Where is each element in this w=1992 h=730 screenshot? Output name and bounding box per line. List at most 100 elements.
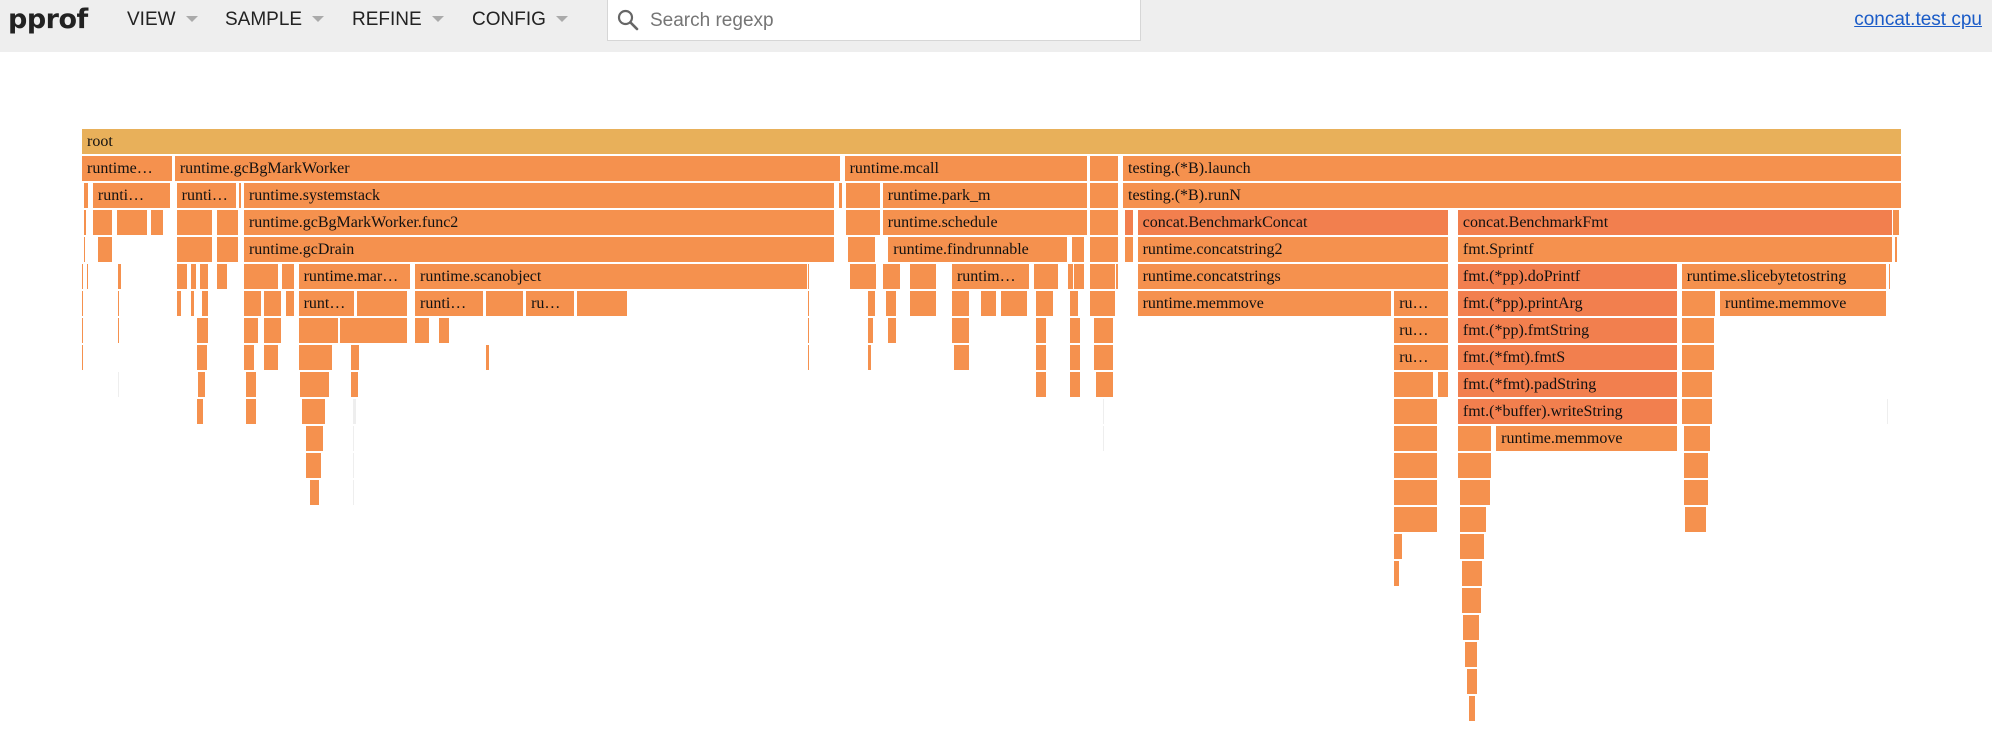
flame-frame[interactable] bbox=[116, 210, 148, 236]
flame-frame[interactable] bbox=[340, 318, 408, 344]
flame-frame-small[interactable] bbox=[1394, 534, 1404, 560]
flame-frame-small[interactable] bbox=[1459, 534, 1486, 560]
flame-frame[interactable]: concat.BenchmarkConcat bbox=[1137, 210, 1449, 236]
flame-frame[interactable]: runti… bbox=[92, 183, 172, 209]
flame-frame-small[interactable] bbox=[83, 237, 86, 263]
flame-frame-small[interactable] bbox=[808, 291, 810, 317]
profile-link[interactable]: concat.test cpu bbox=[1854, 9, 1982, 30]
flame-frame[interactable]: runtime.scanobject bbox=[415, 264, 809, 290]
flame-frame[interactable] bbox=[1090, 183, 1120, 209]
flame-frame-small[interactable] bbox=[1681, 399, 1713, 425]
flame-frame[interactable] bbox=[1457, 453, 1493, 479]
flame-frame[interactable] bbox=[415, 318, 430, 344]
flame-frame-small[interactable] bbox=[910, 291, 938, 317]
flame-frame[interactable]: runtime.gcBgMarkWorker bbox=[174, 156, 841, 182]
flame-frame-small[interactable] bbox=[1095, 372, 1114, 398]
flame-frame[interactable]: fmt.(*fmt).padString bbox=[1457, 372, 1679, 398]
flame-frame[interactable]: fmt.(*pp).fmtString bbox=[1457, 318, 1679, 344]
flame-frame-small[interactable] bbox=[486, 345, 490, 371]
flame-frame-small[interactable] bbox=[353, 453, 355, 479]
flame-frame-small[interactable] bbox=[438, 318, 450, 344]
flame-frame-small[interactable] bbox=[1681, 372, 1713, 398]
flame-frame-small[interactable] bbox=[264, 318, 283, 344]
flame-frame[interactable] bbox=[1681, 291, 1717, 317]
flame-frame-small[interactable] bbox=[1681, 345, 1715, 371]
flame-frame-small[interactable] bbox=[136, 264, 139, 290]
flame-frame[interactable] bbox=[216, 210, 239, 236]
flame-frame-small[interactable] bbox=[1463, 615, 1480, 641]
flame-frame[interactable] bbox=[356, 291, 408, 317]
flame-frame-small[interactable] bbox=[868, 291, 876, 317]
flame-frame-small[interactable] bbox=[202, 291, 210, 317]
flame-frame[interactable]: runtime.findrunnable bbox=[888, 237, 1069, 263]
flame-frame-small[interactable] bbox=[264, 345, 279, 371]
flame-frame-small[interactable] bbox=[1035, 372, 1047, 398]
flame-frame-small[interactable] bbox=[1103, 399, 1105, 425]
flame-frame-small[interactable] bbox=[216, 264, 228, 290]
flame-frame-small[interactable] bbox=[85, 291, 88, 317]
flame-frame[interactable] bbox=[1072, 237, 1085, 263]
flame-frame-small[interactable] bbox=[1887, 399, 1890, 425]
flame-frame[interactable]: concat.BenchmarkFmt bbox=[1457, 210, 1893, 236]
flame-frame-small[interactable] bbox=[353, 480, 355, 506]
flame-frame-small[interactable] bbox=[1394, 480, 1438, 506]
flame-frame[interactable]: runtime.memmove bbox=[1137, 291, 1393, 317]
flame-frame[interactable]: ru… bbox=[1394, 291, 1449, 317]
flame-frame[interactable] bbox=[951, 318, 971, 344]
flame-frame-small[interactable] bbox=[351, 372, 359, 398]
flame-frame[interactable]: runtime.systemstack bbox=[243, 183, 836, 209]
flame-frame-small[interactable] bbox=[1394, 507, 1438, 533]
flame-frame[interactable]: fmt.(*fmt).fmtS bbox=[1457, 345, 1679, 371]
flame-frame[interactable] bbox=[1124, 237, 1134, 263]
flame-frame[interactable] bbox=[302, 399, 326, 425]
flame-frame[interactable] bbox=[305, 426, 325, 452]
flame-frame-small[interactable] bbox=[1035, 318, 1047, 344]
flame-frame[interactable] bbox=[176, 210, 214, 236]
flame-frame-small[interactable] bbox=[245, 372, 257, 398]
flame-frame-small[interactable] bbox=[285, 291, 295, 317]
flame-frame[interactable]: runt… bbox=[298, 291, 355, 317]
flame-frame-small[interactable] bbox=[1394, 561, 1400, 587]
flame-frame[interactable]: ru… bbox=[1394, 318, 1449, 344]
flame-frame-small[interactable] bbox=[1394, 399, 1438, 425]
flame-frame[interactable]: runtime.slicebytetostring bbox=[1681, 264, 1888, 290]
flame-frame[interactable] bbox=[981, 291, 998, 317]
flame-frame-small[interactable] bbox=[1093, 345, 1114, 371]
flame-frame-small[interactable] bbox=[83, 183, 90, 209]
refine-menu[interactable]: REFINE bbox=[352, 0, 444, 40]
flame-frame-small[interactable] bbox=[1394, 426, 1438, 452]
flame-frame-small[interactable] bbox=[353, 426, 355, 452]
flame-frame[interactable] bbox=[1124, 210, 1134, 236]
flame-frame[interactable] bbox=[953, 345, 971, 371]
flame-frame[interactable]: runtime.concatstring2 bbox=[1137, 237, 1449, 263]
flame-frame-small[interactable] bbox=[808, 345, 810, 371]
flame-frame-small[interactable] bbox=[1468, 696, 1477, 722]
flame-frame[interactable] bbox=[951, 291, 971, 317]
config-menu[interactable]: CONFIG bbox=[472, 0, 568, 40]
flame-frame-small[interactable] bbox=[264, 291, 283, 317]
flame-frame-small[interactable] bbox=[1090, 291, 1116, 317]
flame-frame-small[interactable] bbox=[888, 318, 898, 344]
flame-frame[interactable] bbox=[305, 453, 323, 479]
flame-frame[interactable] bbox=[243, 291, 263, 317]
flame-frame-small[interactable] bbox=[243, 345, 255, 371]
flame-frame[interactable]: runtime.concatstrings bbox=[1137, 264, 1449, 290]
flame-frame[interactable] bbox=[309, 480, 321, 506]
search-input[interactable] bbox=[648, 6, 1132, 36]
flame-frame-small[interactable] bbox=[196, 426, 199, 452]
flame-frame[interactable]: runti… bbox=[176, 183, 237, 209]
flame-frame-small[interactable] bbox=[125, 291, 128, 317]
flame-frame[interactable] bbox=[1033, 264, 1060, 290]
flame-frame-small[interactable] bbox=[87, 264, 90, 290]
flame-frame-small[interactable] bbox=[196, 399, 204, 425]
flame-frame-small[interactable] bbox=[1068, 264, 1074, 290]
flame-frame-small[interactable] bbox=[1070, 345, 1082, 371]
flame-frame-small[interactable] bbox=[196, 318, 210, 344]
flame-frame-small[interactable] bbox=[808, 318, 810, 344]
flame-frame-small[interactable] bbox=[1035, 345, 1047, 371]
sample-menu[interactable]: SAMPLE bbox=[225, 0, 325, 40]
flame-frame[interactable] bbox=[1457, 426, 1493, 452]
flame-frame[interactable] bbox=[1394, 372, 1435, 398]
flame-frame[interactable]: runtime.mar… bbox=[298, 264, 412, 290]
flame-frame-small[interactable] bbox=[1093, 318, 1114, 344]
